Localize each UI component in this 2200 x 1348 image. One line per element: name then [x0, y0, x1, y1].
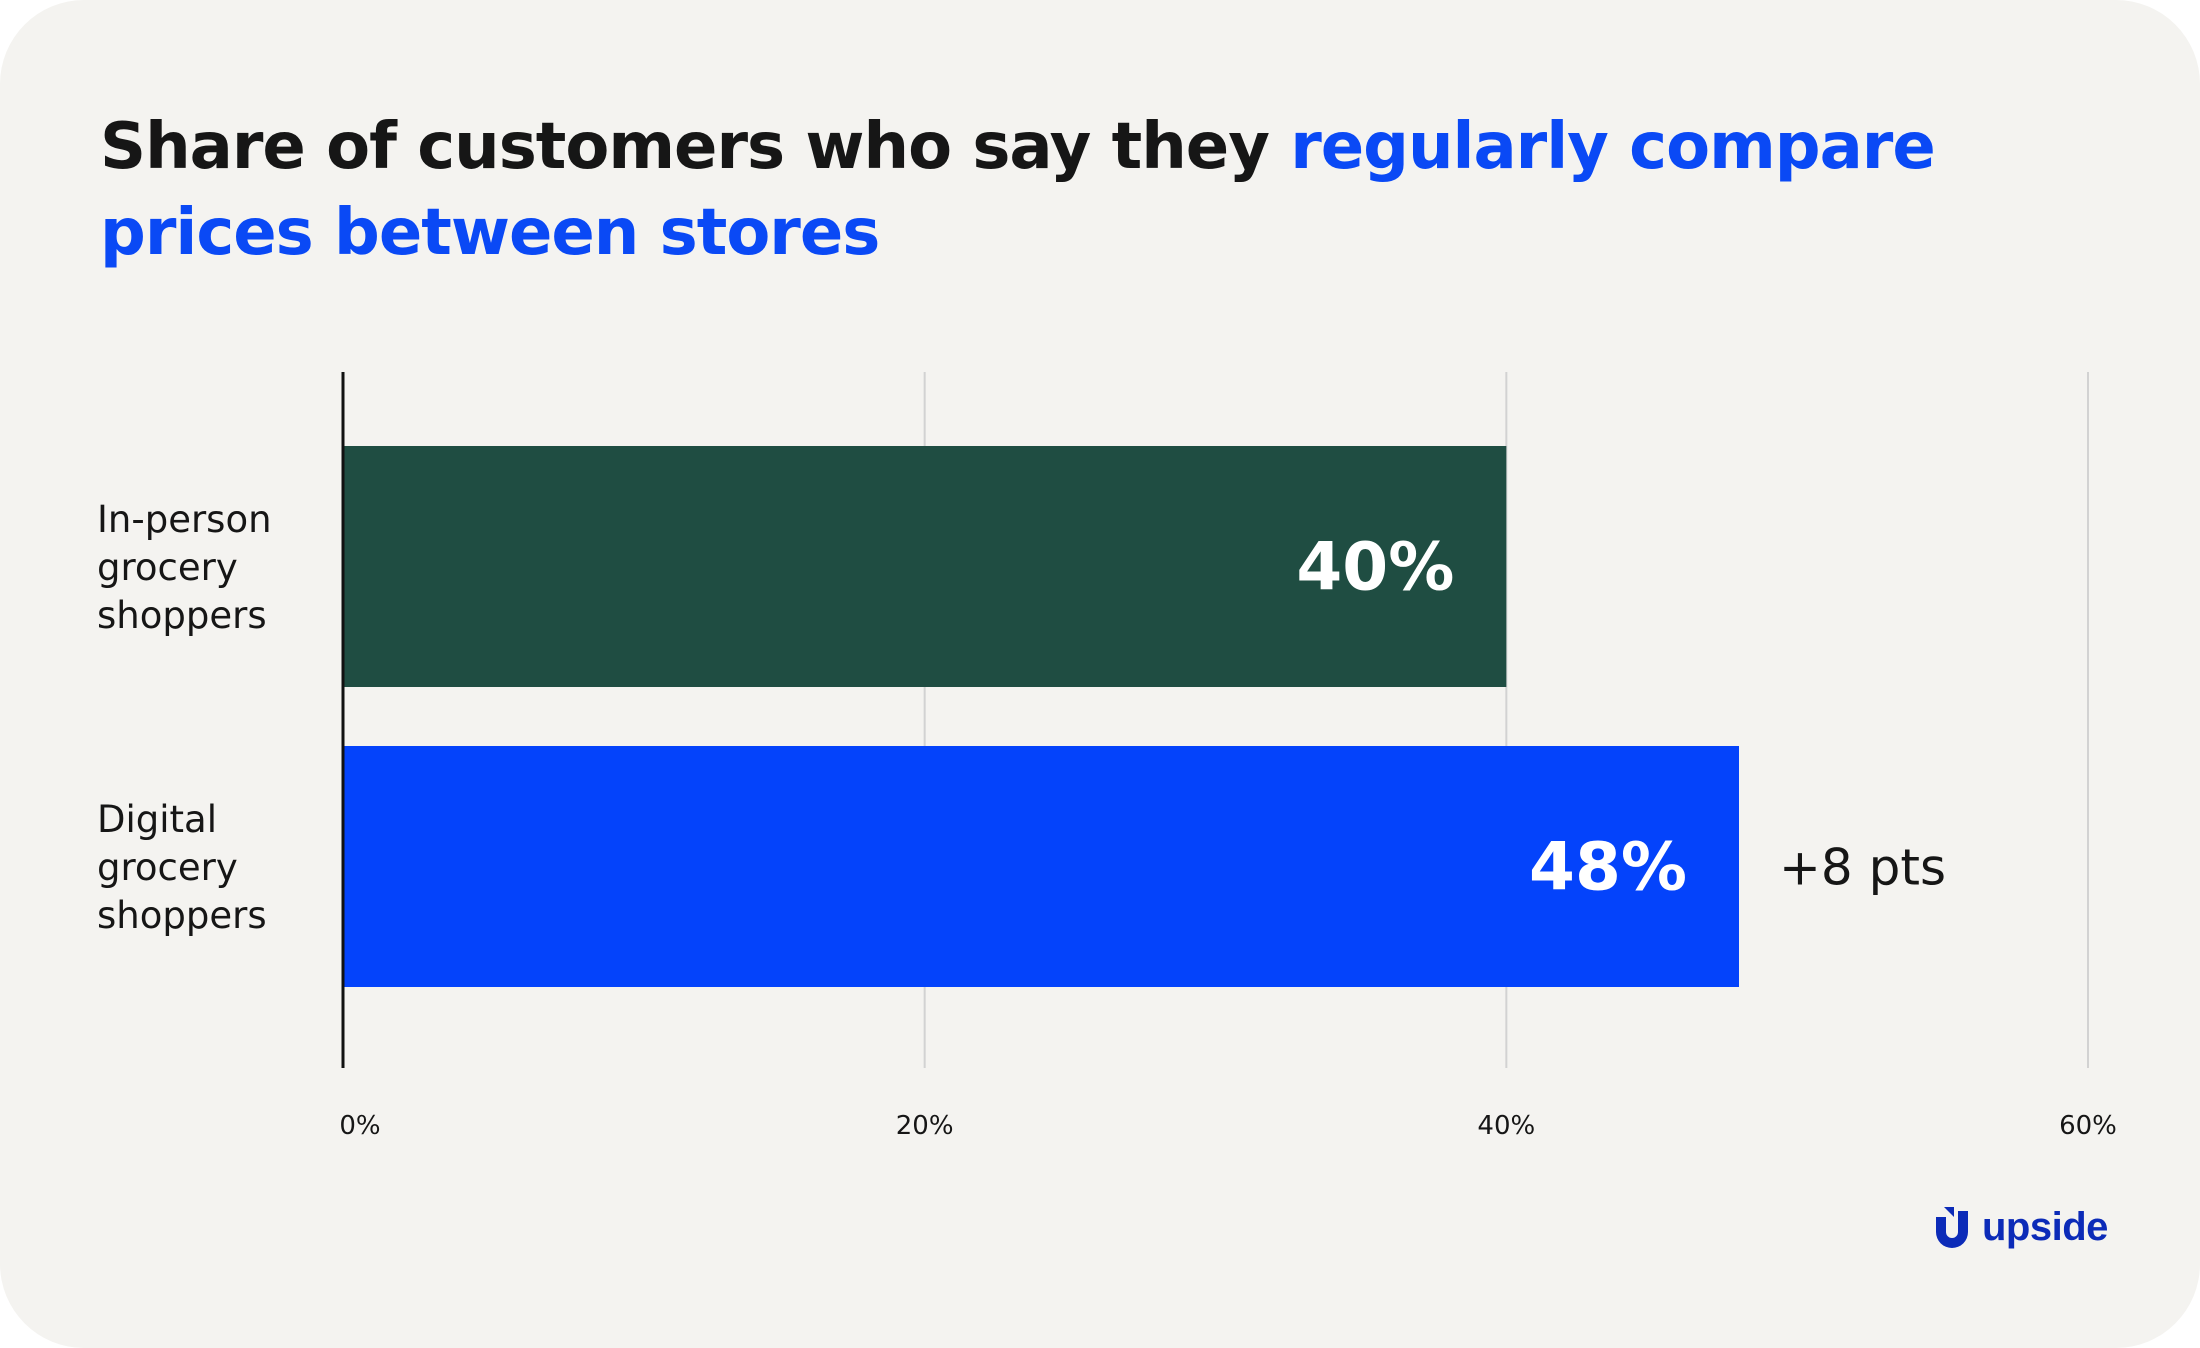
- category-label-1-line-0: Digital: [97, 798, 217, 841]
- title-highlight: regularly compare prices between stores: [100, 110, 1936, 270]
- bar-value-label-0: 40%: [1296, 529, 1454, 606]
- x-tick-label-1: 20%: [896, 1111, 954, 1141]
- category-label-0-line-1: grocery: [97, 546, 238, 589]
- chart-title: Share of customers who say they regularl…: [100, 104, 2000, 276]
- x-tick-label-3: 60%: [2059, 1111, 2117, 1141]
- category-label-1-line-1: grocery: [97, 846, 238, 889]
- upside-logo-icon: [1936, 1207, 1968, 1248]
- upside-logo: upside: [1932, 1202, 2108, 1252]
- x-tick-label-0: 0%: [339, 1111, 380, 1141]
- difference-annotation: +8 pts: [1779, 839, 1946, 897]
- bar-1: [343, 746, 1739, 987]
- category-label-0-line-0: In-person: [97, 498, 272, 541]
- title-lead: Share of customers who say they: [100, 110, 1291, 184]
- category-label-0-line-2: shoppers: [97, 594, 267, 637]
- bar-value-label-1: 48%: [1529, 829, 1687, 906]
- category-label-1-line-2: shoppers: [97, 894, 267, 937]
- upside-logo-text: upside: [1982, 1204, 2108, 1249]
- bar-0: [343, 446, 1507, 687]
- x-tick-label-2: 40%: [1477, 1111, 1535, 1141]
